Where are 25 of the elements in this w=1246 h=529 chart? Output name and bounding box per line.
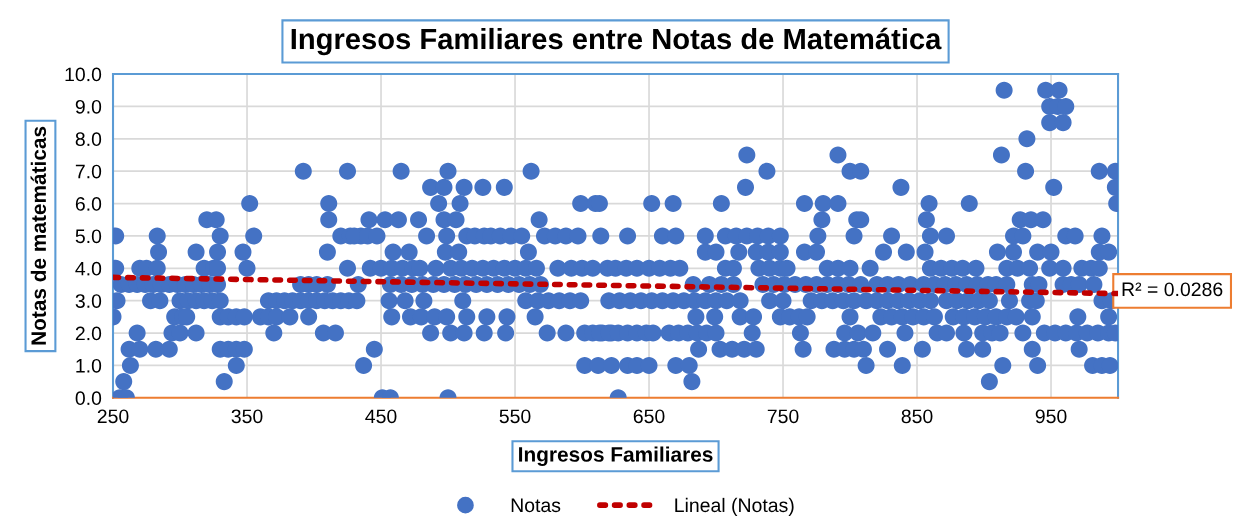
y-tick-label: 10.0	[65, 67, 102, 82]
y-tick-label: 9.0	[75, 99, 102, 114]
chart-title: Ingresos Familiares entre Notas de Matemática	[291, 27, 942, 56]
y-tick-label: 4.0	[75, 261, 102, 276]
x-tick-label: 650	[633, 409, 665, 424]
x-tick-label: 950	[1035, 409, 1067, 424]
y-tick-label: 3.0	[75, 294, 102, 308]
x-tick-label: 250	[97, 409, 129, 424]
x-axis-title: Ingresos Familiares	[519, 446, 713, 466]
y-axis-title: Notas de matemáticas	[30, 126, 47, 345]
text: R² = 0.0286	[1122, 282, 1223, 297]
y-tick-label: 0.0	[75, 391, 102, 406]
x-tick-label: 550	[499, 409, 531, 424]
y-tick-label: 8.0	[75, 132, 102, 147]
y-tick-label: 7.0	[75, 164, 102, 179]
legend-label: Lineal (Notas)	[675, 497, 794, 516]
y-tick-label: 2.0	[75, 326, 102, 341]
y-tick-label: 6.0	[75, 197, 102, 211]
x-tick-label: 450	[365, 409, 397, 424]
y-tick-label: 5.0	[75, 229, 102, 244]
legend-label: Notas	[511, 498, 561, 513]
y-tick-label: 1.0	[76, 358, 102, 373]
x-tick-label: 350	[231, 409, 263, 424]
x-tick-label: 850	[901, 409, 933, 424]
x-tick-label: 750	[767, 409, 799, 424]
